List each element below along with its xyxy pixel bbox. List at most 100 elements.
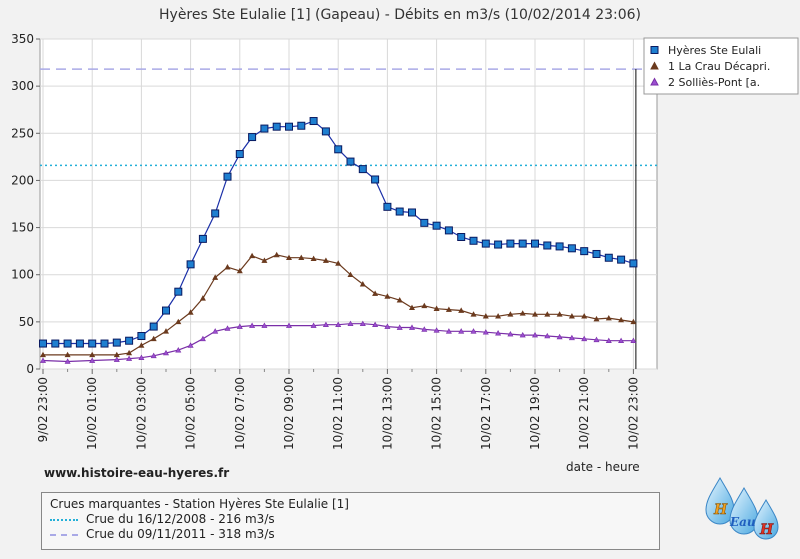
data-point: [604, 253, 613, 262]
data-point: [112, 338, 121, 347]
data-point: [482, 329, 489, 335]
data-point: [261, 322, 268, 328]
data-point: [580, 247, 589, 256]
data-point: [531, 311, 539, 317]
data-point: [175, 318, 182, 325]
data-point: [236, 323, 243, 329]
reference-lines: [40, 68, 657, 369]
data-point: [420, 218, 429, 227]
flood-legend-title: Crues marquantes - Station Hyères Ste Eu…: [50, 497, 651, 512]
chart-title: Hyères Ste Eulalie [1] (Gapeau) - Débits…: [159, 7, 641, 23]
data-point: [223, 172, 232, 181]
legend-label: Hyères Ste Eulali: [668, 44, 761, 57]
data-point: [126, 349, 133, 356]
data-point: [544, 332, 551, 339]
data-point: [470, 311, 477, 317]
data-point: [298, 254, 305, 261]
legend-marker: [650, 61, 659, 70]
x-tick-label: 10/02 03:00: [134, 377, 148, 450]
data-point: [507, 330, 514, 337]
data-point: [297, 121, 306, 130]
y-axis: 0 50 100 150 200 250 300 350: [11, 32, 40, 376]
data-point: [395, 207, 404, 216]
data-point: [544, 311, 551, 317]
data-point: [347, 271, 354, 278]
data-point: [211, 209, 220, 218]
data-point: [322, 257, 329, 263]
data-point: [149, 322, 158, 331]
data-point: [236, 267, 243, 274]
data-point: [162, 349, 170, 356]
data-point: [125, 336, 134, 345]
x-tick-label: 10/02 15:00: [430, 377, 444, 450]
data-point: [458, 307, 465, 313]
logo-letter: H: [713, 502, 728, 518]
data-point: [384, 323, 391, 329]
data-point: [383, 202, 392, 211]
flood-legend-item: Crue du 09/11/2011 - 318 m3/s: [50, 527, 651, 542]
data-point: [384, 293, 391, 299]
legend-frame: [643, 37, 799, 95]
series-lines: [39, 117, 638, 364]
flood-legend: Crues marquantes - Station Hyères Ste Eu…: [41, 492, 660, 550]
data-point: [630, 318, 637, 325]
x-tick-label: 10/02 13:00: [380, 377, 394, 450]
data-point: [458, 328, 465, 334]
data-point: [64, 351, 71, 358]
data-point: [248, 133, 257, 142]
data-point: [359, 281, 366, 287]
data-point: [358, 165, 367, 174]
data-point: [137, 332, 146, 340]
flood-legend-item-label: Crue du 16/12/2008 - 216 m3/s: [86, 512, 275, 526]
flood-legend-item-label: Crue du 09/11/2011 - 318 m3/s: [86, 527, 275, 541]
data-point: [531, 239, 539, 248]
data-point: [39, 339, 47, 348]
data-point: [224, 325, 231, 331]
data-point: [187, 342, 194, 348]
data-point: [138, 342, 145, 348]
drop-icon: [753, 499, 779, 540]
y-tick-label: 300: [11, 79, 34, 93]
data-point: [396, 297, 403, 303]
data-point: [445, 328, 452, 334]
data-point: [335, 260, 342, 266]
data-point: [187, 309, 194, 315]
data-point: [162, 306, 170, 315]
x-tick-label: 10/02 05:00: [184, 377, 198, 450]
data-point: [212, 328, 219, 334]
plot-area: [39, 38, 658, 370]
y-tick-label: 150: [11, 221, 34, 235]
data-point: [260, 124, 269, 133]
data-point: [618, 337, 625, 344]
data-point: [285, 254, 293, 261]
data-point: [64, 358, 71, 364]
data-point: [88, 339, 97, 348]
data-point: [581, 335, 588, 342]
data-point: [372, 321, 379, 327]
y-tick-label: 350: [11, 32, 34, 46]
dashed-line-sample: [50, 533, 78, 536]
data-point: [321, 127, 330, 136]
data-point: [592, 249, 601, 258]
data-point: [605, 337, 612, 344]
data-point: [175, 347, 182, 353]
legend-marker: [650, 77, 659, 86]
data-point: [198, 234, 207, 243]
data-point: [555, 242, 564, 251]
data-point: [63, 339, 72, 348]
data-point: [51, 339, 60, 348]
website-link[interactable]: www.histoire-eau-hyeres.fr: [44, 466, 230, 480]
data-point: [100, 339, 109, 348]
data-point: [593, 315, 600, 322]
data-point: [359, 320, 366, 327]
legend-label: 2 Solliès-Pont [a.: [668, 76, 760, 89]
data-point: [617, 255, 626, 264]
x-tick-label: 10/02 17:00: [479, 377, 493, 450]
drop-icon: [729, 486, 759, 535]
data-point: [568, 334, 575, 341]
data-point: [581, 313, 588, 319]
data-point: [470, 328, 477, 334]
data-point: [469, 236, 478, 245]
data-point: [138, 354, 145, 360]
